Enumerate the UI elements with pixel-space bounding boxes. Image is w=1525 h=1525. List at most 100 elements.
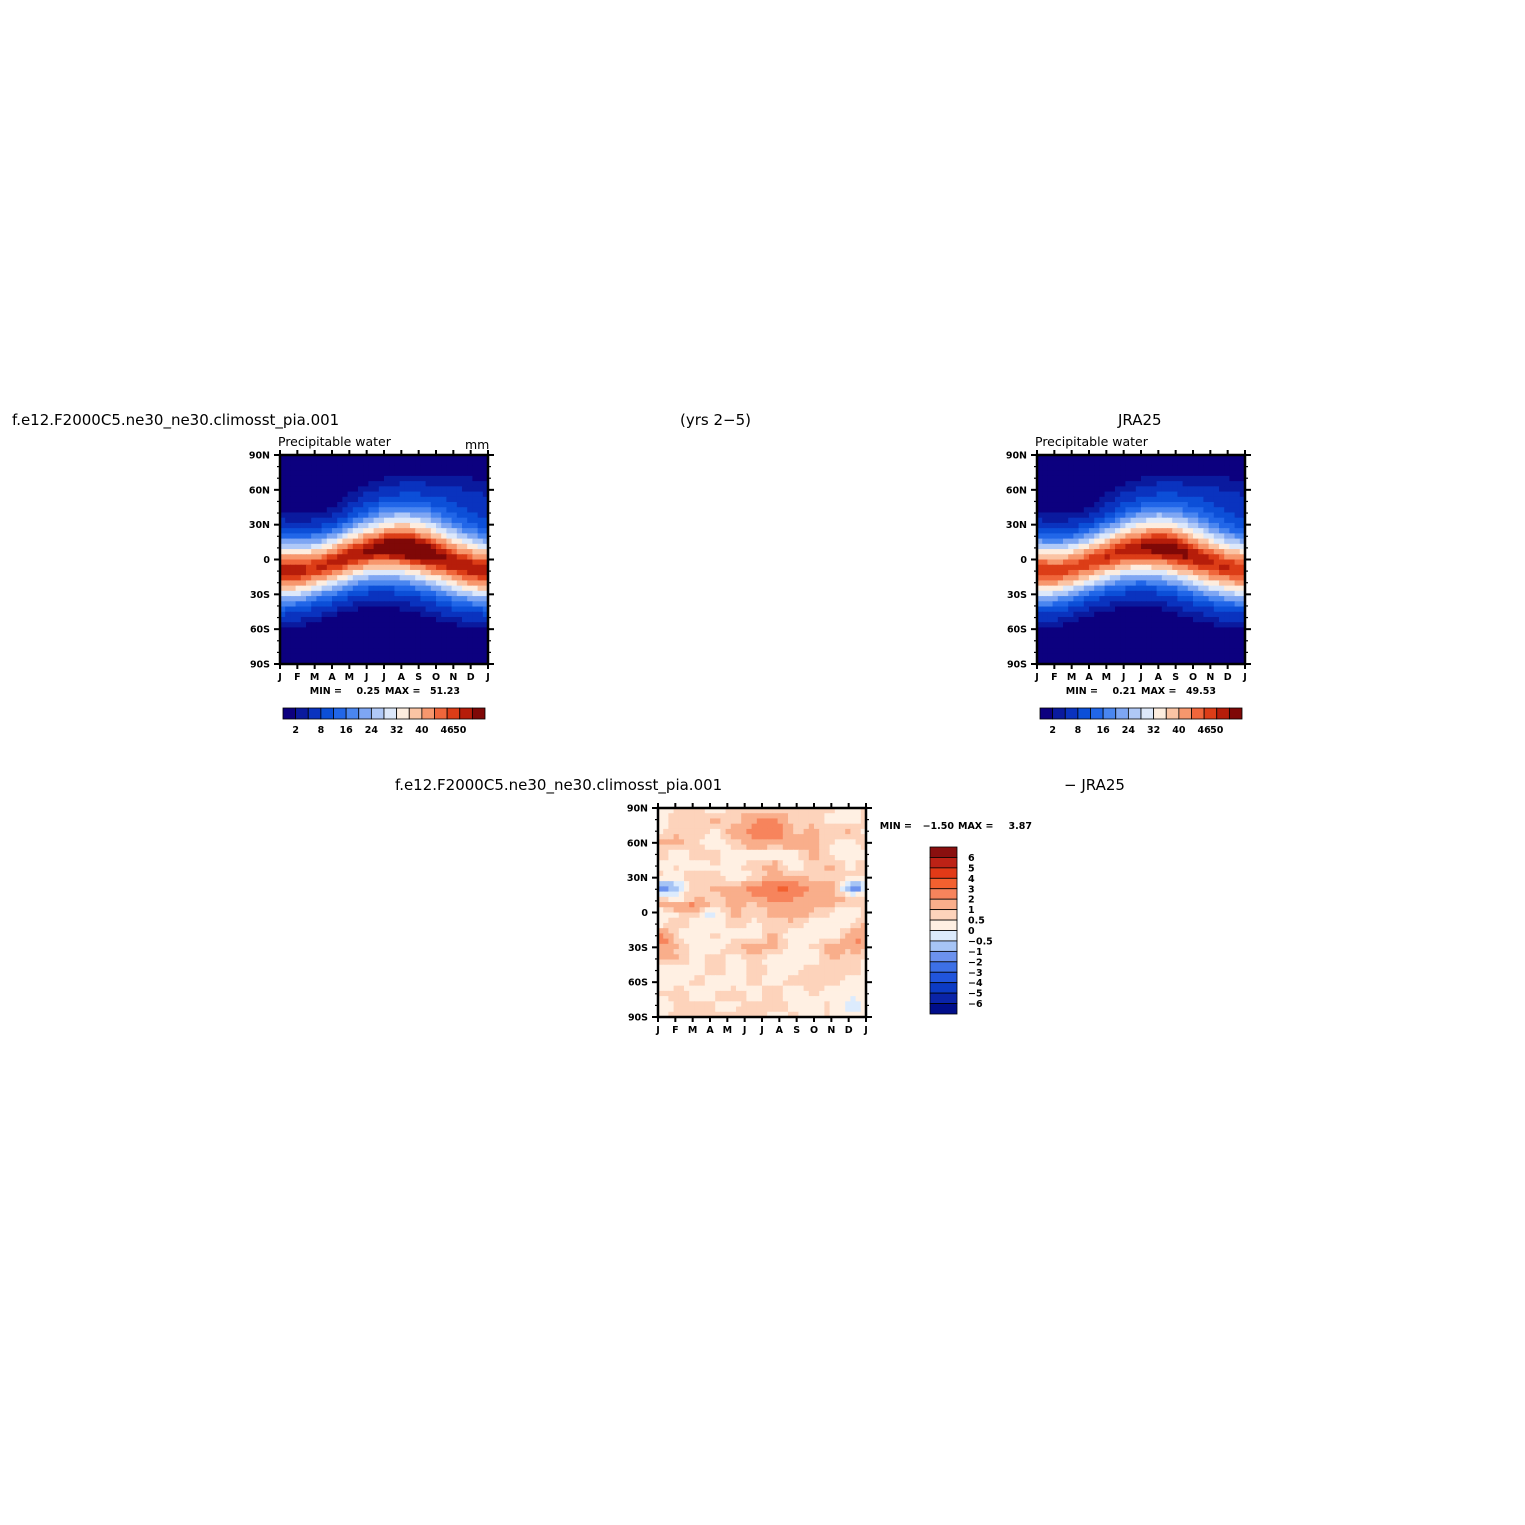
diff-cell bbox=[746, 849, 753, 856]
model-cell bbox=[384, 543, 390, 550]
model-cell bbox=[389, 601, 395, 608]
obs-cell bbox=[1167, 653, 1173, 660]
obs-cell bbox=[1146, 502, 1152, 508]
obs-cell bbox=[1094, 622, 1100, 629]
obs-cell bbox=[1213, 611, 1220, 618]
model-cell bbox=[389, 549, 395, 555]
diff-cell bbox=[751, 928, 758, 934]
diff-cell bbox=[793, 969, 799, 976]
diff-cell bbox=[860, 996, 867, 1002]
obs-cell bbox=[1120, 533, 1126, 540]
diff-cell bbox=[684, 985, 690, 992]
obs-cell bbox=[1037, 569, 1043, 576]
model-cell bbox=[384, 549, 390, 555]
obs-cell bbox=[1068, 481, 1074, 487]
diff-cell bbox=[658, 844, 664, 851]
obs-cell bbox=[1068, 611, 1074, 618]
obs-cell bbox=[1057, 658, 1064, 665]
obs-cell bbox=[1198, 491, 1204, 498]
diff-cell bbox=[699, 860, 706, 867]
diff-cell bbox=[793, 949, 799, 955]
model-cell bbox=[436, 606, 442, 613]
diff-cell bbox=[736, 933, 742, 940]
diff-cell bbox=[772, 996, 779, 1002]
diff-cell bbox=[767, 865, 773, 872]
diff-cell bbox=[684, 928, 690, 934]
diff-cell bbox=[684, 996, 690, 1002]
model-cell bbox=[373, 569, 380, 576]
obs-cell bbox=[1130, 549, 1137, 555]
diff-cell bbox=[829, 834, 836, 840]
obs-cell bbox=[1109, 648, 1116, 655]
obs-cell bbox=[1115, 517, 1121, 524]
obs-cell bbox=[1193, 470, 1199, 477]
model-cell bbox=[321, 517, 328, 524]
obs-cell bbox=[1094, 627, 1100, 634]
diff-cell bbox=[798, 828, 805, 835]
model-cell bbox=[337, 627, 343, 634]
model-cell bbox=[363, 611, 369, 618]
model-cell bbox=[368, 569, 375, 576]
obs-cell bbox=[1078, 533, 1085, 540]
obs-cell bbox=[1193, 658, 1199, 665]
model-cell bbox=[462, 486, 468, 493]
obs-cell bbox=[1151, 580, 1158, 587]
diff-cell bbox=[673, 959, 680, 966]
obs-cell bbox=[1219, 637, 1225, 644]
diff-cell bbox=[798, 886, 805, 893]
model-cell bbox=[389, 455, 395, 461]
obs-cell bbox=[1167, 481, 1173, 487]
model-cell bbox=[389, 522, 395, 529]
diff-cell bbox=[777, 917, 784, 924]
diff-cell bbox=[782, 907, 789, 914]
model-cell bbox=[358, 643, 364, 649]
model-cell bbox=[306, 470, 312, 477]
obs-cell bbox=[1042, 549, 1048, 555]
obs-cell bbox=[1146, 460, 1152, 467]
diff-cell bbox=[824, 844, 831, 851]
obs-cell bbox=[1141, 528, 1147, 534]
model-cell bbox=[280, 507, 286, 514]
obs-cell bbox=[1099, 465, 1106, 472]
obs-cell bbox=[1151, 643, 1158, 649]
model-cell bbox=[378, 460, 385, 467]
diff-cell bbox=[772, 828, 779, 835]
obs-cell bbox=[1037, 648, 1043, 655]
model-cell bbox=[285, 517, 291, 524]
obs-cell bbox=[1182, 522, 1189, 529]
model-cell bbox=[441, 585, 447, 592]
obs-cell bbox=[1193, 517, 1199, 524]
diff-cell bbox=[772, 938, 779, 945]
model-cell bbox=[311, 575, 317, 581]
obs-cell bbox=[1213, 475, 1220, 482]
model-cell bbox=[441, 522, 447, 529]
model-cell bbox=[420, 559, 427, 566]
diff-cell bbox=[736, 875, 742, 882]
diff-cell bbox=[663, 823, 669, 830]
obs-cell bbox=[1208, 549, 1215, 555]
model-cell bbox=[368, 517, 375, 524]
diff-cell bbox=[850, 896, 857, 903]
model-cell bbox=[280, 569, 286, 576]
model-cell bbox=[430, 627, 437, 634]
model-cell bbox=[358, 601, 364, 608]
model-cell bbox=[295, 653, 302, 660]
diff-cell bbox=[715, 823, 721, 830]
obs-cell bbox=[1208, 611, 1215, 618]
obs-cell bbox=[1219, 543, 1225, 550]
diff-cell bbox=[668, 891, 675, 898]
obs-cell bbox=[1151, 512, 1158, 519]
obs-cell bbox=[1161, 569, 1168, 576]
obs-cell bbox=[1224, 512, 1230, 519]
obs-cell bbox=[1213, 632, 1220, 639]
model-cell bbox=[378, 502, 385, 508]
obs-cell bbox=[1146, 575, 1152, 581]
diff-cell bbox=[704, 917, 711, 924]
diff-cell bbox=[772, 954, 779, 961]
model-cell bbox=[384, 470, 390, 477]
model-cell bbox=[394, 496, 401, 503]
model-cell bbox=[311, 648, 317, 655]
obs-cell bbox=[1057, 491, 1064, 498]
model-colorbar-label: 50 bbox=[453, 725, 467, 736]
model-cell bbox=[446, 507, 453, 514]
